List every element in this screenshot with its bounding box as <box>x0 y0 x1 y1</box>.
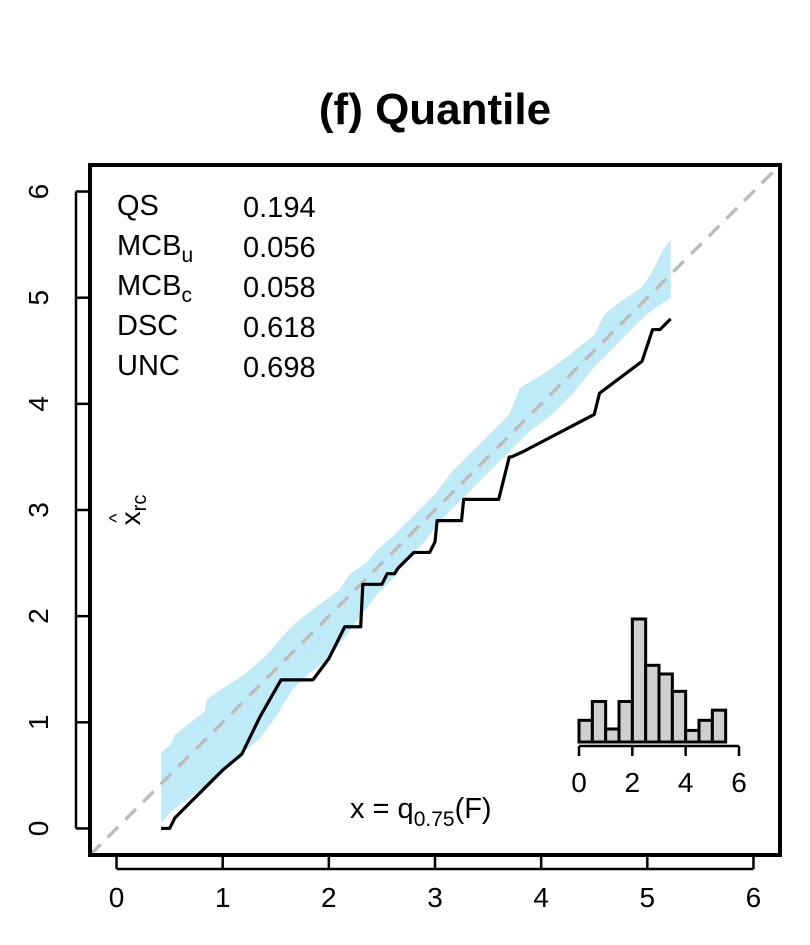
stat-name: MCBc <box>117 270 192 307</box>
y-tick-label-3: 3 <box>23 502 54 518</box>
stat-value: 0.618 <box>243 312 316 344</box>
y-tick-label-4: 4 <box>23 396 54 412</box>
histogram-bar-8 <box>684 728 701 744</box>
x-tick-label-5: 5 <box>640 882 656 913</box>
histogram-bar-1 <box>590 699 608 744</box>
histogram-bar-2 <box>604 727 621 744</box>
stat-name: MCBu <box>117 230 193 267</box>
x-tick-label-6: 6 <box>746 882 762 913</box>
histogram-bar-5 <box>644 663 661 744</box>
x-tick-label-2: 2 <box>321 882 337 913</box>
plot-area: 0 1 2 3 4 5 6 0 1 2 3 4 5 6 <box>23 163 782 913</box>
stat-value: 0.698 <box>243 352 316 384</box>
inset-x-tick-label-0: 0 <box>571 767 587 798</box>
inset-x-tick-label-6: 6 <box>731 767 747 798</box>
y-tick-label-6: 6 <box>23 184 54 200</box>
svg-text:^: ^ <box>106 513 128 523</box>
stat-name: DSC <box>117 310 178 342</box>
histogram-bar-6 <box>657 672 674 744</box>
histogram-bar-7 <box>670 689 688 744</box>
histogram-bar-4 <box>630 617 648 744</box>
chart-title: (f) Quantile <box>319 85 551 134</box>
stats-table: QS 0.194 MCBu 0.056 MCBc 0.058 DSC 0.618 UNC 0.69… <box>117 190 316 384</box>
y-tick-label-2: 2 <box>23 608 54 624</box>
stat-name: QS <box>117 190 159 222</box>
histogram-bar-3 <box>617 699 634 744</box>
y-tick-label-5: 5 <box>23 290 54 306</box>
histogram-bar-10 <box>710 708 728 744</box>
y-tick-label-0: 0 <box>23 821 54 837</box>
stat-value: 0.194 <box>243 192 316 224</box>
x-tick-label-3: 3 <box>427 882 443 913</box>
annotation-label: x = q0.75(F) <box>350 793 492 831</box>
stat-value: 0.056 <box>243 232 316 264</box>
inset-x-tick-label-2: 2 <box>625 767 641 798</box>
x-tick-label-1: 1 <box>215 882 231 913</box>
stat-value: 0.058 <box>243 272 316 304</box>
inset-histogram: 0 2 4 6 <box>571 617 747 798</box>
series-line-0 <box>161 317 672 831</box>
reference-diagonal <box>88 163 782 857</box>
y-tick-label-1: 1 <box>23 715 54 731</box>
svg-text:x = q0.75(F): x = q0.75(F) <box>350 793 492 831</box>
x-tick-label-4: 4 <box>533 882 549 913</box>
histogram-bar-9 <box>697 718 714 744</box>
inset-x-tick-label-4: 4 <box>678 767 694 798</box>
stat-name: UNC <box>117 350 180 382</box>
histogram-bar-0 <box>577 718 594 744</box>
y-axis-label: xrc ^ <box>106 495 151 526</box>
x-tick-label-0: 0 <box>109 882 125 913</box>
